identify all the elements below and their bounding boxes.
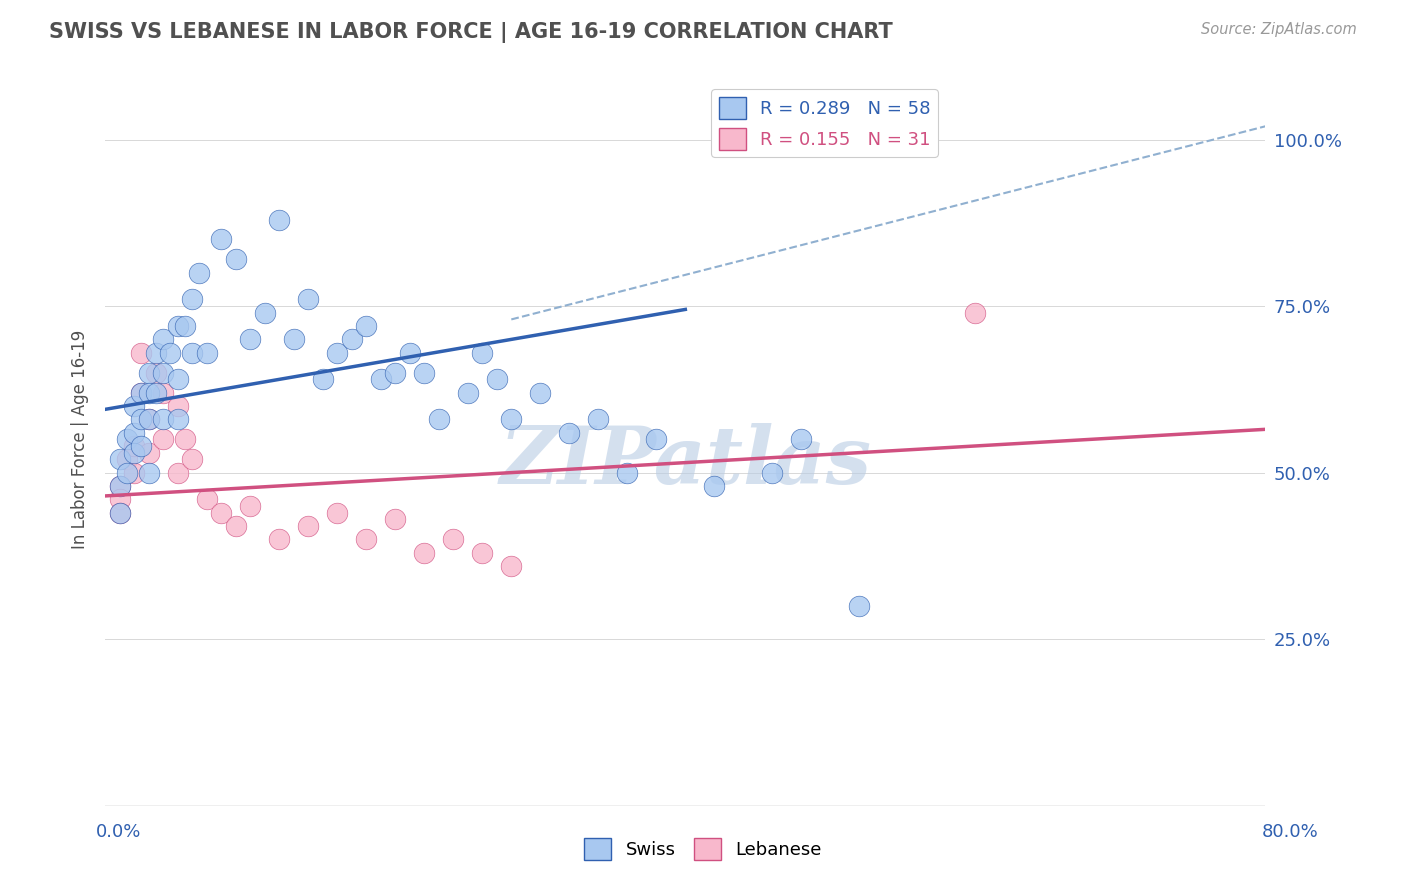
Legend: Swiss, Lebanese: Swiss, Lebanese: [576, 830, 830, 867]
Point: [370, 372, 392, 386]
Point: [174, 319, 197, 334]
Point: [166, 319, 188, 334]
Point: [115, 432, 138, 446]
Point: [485, 372, 508, 386]
Point: [441, 533, 464, 547]
Point: [108, 506, 131, 520]
Point: [239, 499, 262, 513]
Point: [645, 432, 668, 446]
Point: [131, 439, 153, 453]
Point: [108, 506, 131, 520]
Point: [239, 332, 262, 346]
Point: [761, 466, 783, 480]
Point: [138, 412, 160, 426]
Point: [848, 599, 870, 613]
Legend: R = 0.289   N = 58, R = 0.155   N = 31: R = 0.289 N = 58, R = 0.155 N = 31: [711, 89, 938, 157]
Point: [703, 479, 725, 493]
Point: [138, 385, 160, 400]
Point: [138, 366, 160, 380]
Point: [398, 345, 420, 359]
Point: [131, 412, 153, 426]
Point: [138, 412, 160, 426]
Point: [166, 372, 188, 386]
Point: [790, 432, 813, 446]
Point: [269, 212, 291, 227]
Text: Source: ZipAtlas.com: Source: ZipAtlas.com: [1201, 22, 1357, 37]
Point: [188, 266, 211, 280]
Point: [122, 445, 145, 459]
Point: [340, 332, 363, 346]
Point: [253, 306, 276, 320]
Point: [108, 479, 131, 493]
Point: [616, 466, 638, 480]
Point: [166, 466, 188, 480]
Point: [195, 492, 218, 507]
Point: [384, 366, 406, 380]
Point: [159, 345, 181, 359]
Point: [152, 412, 174, 426]
Point: [166, 399, 188, 413]
Point: [558, 425, 581, 440]
Point: [326, 506, 349, 520]
Point: [225, 519, 247, 533]
Point: [297, 519, 319, 533]
Point: [427, 412, 450, 426]
Point: [145, 366, 167, 380]
Point: [122, 425, 145, 440]
Point: [131, 385, 153, 400]
Point: [181, 293, 204, 307]
Point: [356, 533, 378, 547]
Point: [529, 385, 551, 400]
Point: [131, 345, 153, 359]
Point: [181, 345, 204, 359]
Point: [471, 345, 494, 359]
Point: [209, 232, 232, 246]
Point: [145, 345, 167, 359]
Point: [115, 452, 138, 467]
Point: [152, 332, 174, 346]
Point: [312, 372, 335, 386]
Text: SWISS VS LEBANESE IN LABOR FORCE | AGE 16-19 CORRELATION CHART: SWISS VS LEBANESE IN LABOR FORCE | AGE 1…: [49, 22, 893, 44]
Point: [145, 385, 167, 400]
Point: [965, 306, 987, 320]
Point: [297, 293, 319, 307]
Point: [501, 412, 523, 426]
Text: 80.0%: 80.0%: [1263, 822, 1319, 840]
Point: [122, 399, 145, 413]
Point: [152, 432, 174, 446]
Point: [138, 445, 160, 459]
Point: [166, 412, 188, 426]
Point: [413, 545, 436, 559]
Point: [457, 385, 479, 400]
Point: [471, 545, 494, 559]
Y-axis label: In Labor Force | Age 16-19: In Labor Force | Age 16-19: [72, 330, 89, 549]
Text: 0.0%: 0.0%: [96, 822, 141, 840]
Point: [326, 345, 349, 359]
Point: [356, 319, 378, 334]
Point: [122, 439, 145, 453]
Point: [108, 492, 131, 507]
Point: [181, 452, 204, 467]
Point: [152, 366, 174, 380]
Point: [122, 466, 145, 480]
Point: [588, 412, 610, 426]
Point: [501, 558, 523, 573]
Point: [108, 452, 131, 467]
Point: [138, 466, 160, 480]
Point: [195, 345, 218, 359]
Point: [108, 479, 131, 493]
Point: [174, 432, 197, 446]
Point: [384, 512, 406, 526]
Point: [413, 366, 436, 380]
Point: [269, 533, 291, 547]
Point: [152, 385, 174, 400]
Point: [209, 506, 232, 520]
Point: [283, 332, 305, 346]
Text: ZIPatlas: ZIPatlas: [499, 423, 872, 500]
Point: [115, 466, 138, 480]
Point: [131, 385, 153, 400]
Point: [225, 252, 247, 267]
